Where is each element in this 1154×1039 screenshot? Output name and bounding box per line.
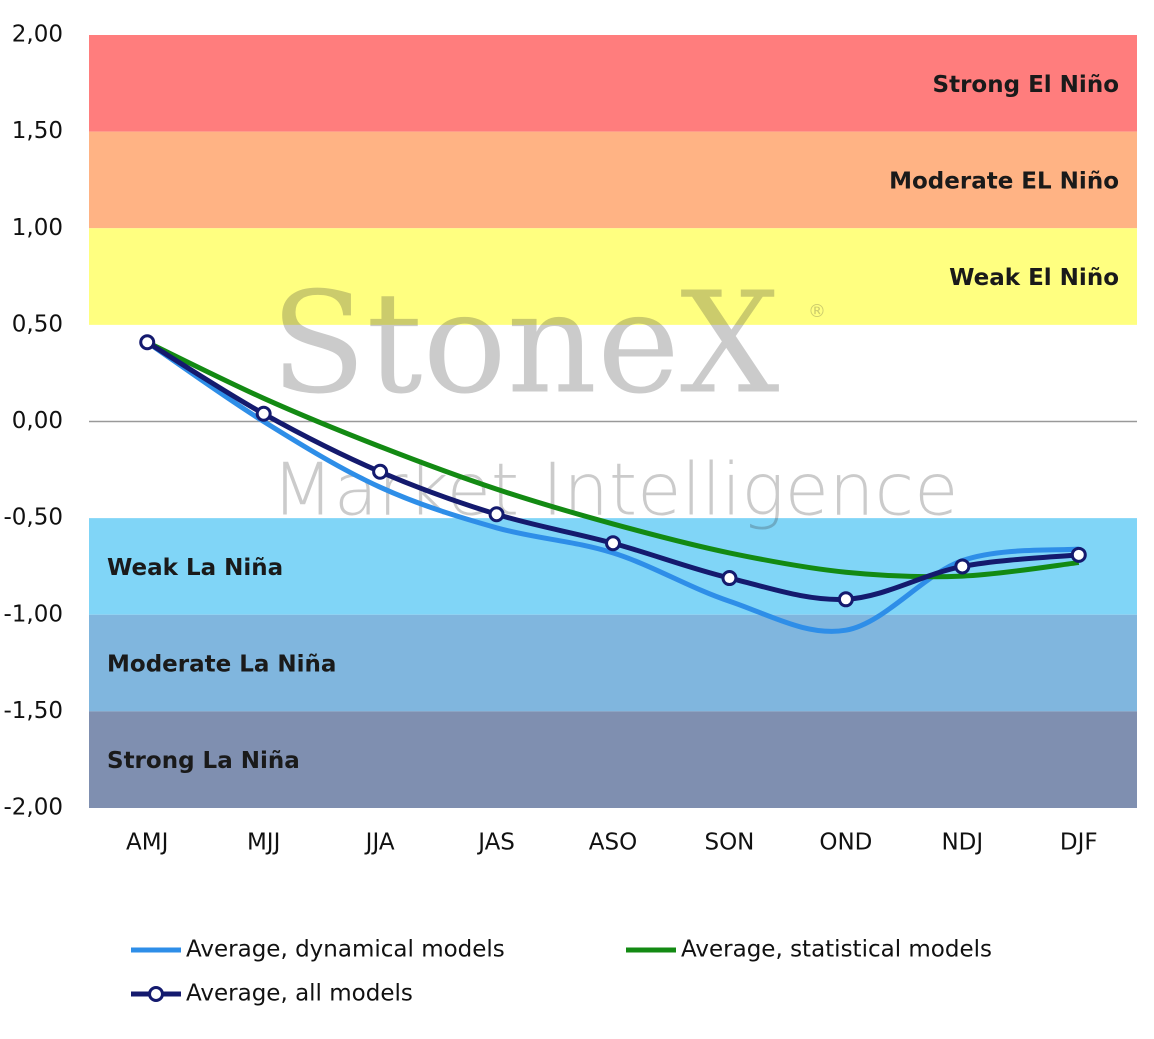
point — [605, 535, 621, 552]
watermark-text: StoneX — [270, 263, 779, 426]
plot: AMJ MJJ JJA JAS ASO SON OND NDJ DJF Average, dyna… — [126, 334, 1098, 1007]
legend-label: Average, dynamical models — [186, 937, 505, 963]
y-tick-label: 0,50 — [12, 311, 63, 337]
band-label: Strong La Niña — [107, 748, 300, 774]
band — [89, 711, 1137, 808]
band — [89, 35, 1137, 132]
band-label: Moderate EL Niño — [889, 168, 1119, 194]
point — [372, 463, 389, 480]
bands: Strong El Niño Moderate EL Niño Weak El Ni… — [3, 22, 1137, 821]
band-label: Weak El Niño — [949, 265, 1119, 291]
watermark: StoneX ® Market Intelligence — [270, 263, 958, 532]
band — [89, 131, 1137, 229]
band-label: Weak La Niña — [107, 555, 283, 581]
y-tick-label: -1,50 — [3, 698, 63, 724]
legend-label: Average, all models — [186, 981, 413, 1007]
x-tick-label: ASO — [589, 830, 637, 856]
x-tick-label: DJF — [1060, 830, 1098, 856]
y-tick-label: -2,00 — [3, 795, 63, 821]
point — [255, 405, 272, 422]
legend-label: Average, statistical models — [681, 937, 992, 963]
band — [89, 614, 1137, 712]
y-tick-label: -1,00 — [3, 601, 63, 627]
band — [89, 228, 1137, 325]
x-tick-label: AMJ — [126, 830, 168, 856]
watermark-subtitle: Market Intelligence — [272, 448, 959, 532]
point — [954, 558, 971, 575]
y-tick-label: 2,00 — [12, 22, 63, 48]
legend-marker — [148, 986, 164, 1002]
x-tick-label: SON — [704, 830, 754, 856]
series-line — [145, 340, 1080, 634]
point — [1070, 546, 1087, 563]
y-tick-label: -0,50 — [3, 505, 63, 531]
point — [139, 334, 156, 351]
y-tick-label: 1,50 — [12, 118, 63, 144]
point — [837, 591, 854, 608]
x-tick-label: OND — [819, 830, 872, 856]
x-tick-label: JAS — [476, 830, 515, 856]
point — [721, 570, 738, 587]
band-label: Moderate La Niña — [107, 652, 336, 678]
x-tick-label: MJJ — [247, 830, 280, 856]
point — [488, 506, 505, 523]
x-tick-label: JJA — [364, 830, 395, 856]
x-tick-label: NDJ — [941, 830, 983, 856]
watermark-mark: ® — [808, 301, 826, 322]
band-label: Strong El Niño — [933, 72, 1119, 98]
y-tick-label: 1,00 — [12, 215, 63, 241]
y-tick-label: 0,00 — [12, 408, 63, 434]
